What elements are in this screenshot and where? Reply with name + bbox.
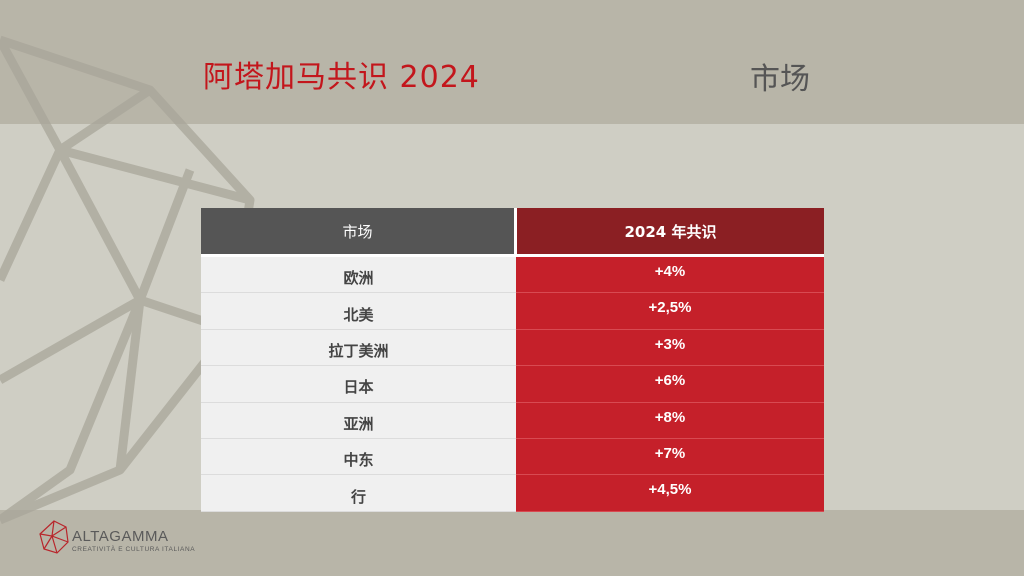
table-row: 欧洲 +4% bbox=[201, 257, 824, 294]
value-cell: +7% bbox=[516, 438, 824, 476]
value-cell: +6% bbox=[516, 366, 824, 403]
table-header: 市场 2024 年共识 bbox=[201, 208, 824, 254]
table-body: 欧洲 +4% 北美 +2,5% 拉丁美洲 +3% 日本 +6% 亚洲 +8% 中… bbox=[201, 257, 824, 512]
logo-wordmark: ALTAGAMMA bbox=[72, 528, 169, 545]
table-row: 中东 +7% bbox=[201, 438, 824, 476]
consensus-table: 市场 2024 年共识 欧洲 +4% 北美 +2,5% 拉丁美洲 +3% 日本 … bbox=[201, 208, 824, 512]
value-cell: +2,5% bbox=[516, 293, 824, 330]
polyhedron-logo-icon bbox=[39, 520, 69, 554]
market-cell: 行 bbox=[201, 475, 516, 512]
value-cell: +8% bbox=[516, 402, 824, 439]
header-band bbox=[0, 0, 1024, 124]
market-cell: 拉丁美洲 bbox=[201, 329, 516, 367]
header-consensus: 2024 年共识 bbox=[517, 208, 824, 254]
market-cell: 亚洲 bbox=[201, 402, 516, 439]
table-row: 日本 +6% bbox=[201, 366, 824, 403]
market-cell: 北美 bbox=[201, 293, 516, 330]
table-row: 行 +4,5% bbox=[201, 475, 824, 512]
market-cell: 欧洲 bbox=[201, 257, 516, 294]
header-market: 市场 bbox=[201, 208, 514, 254]
table-row: 拉丁美洲 +3% bbox=[201, 329, 824, 367]
value-cell: +4,5% bbox=[516, 475, 824, 512]
value-cell: +3% bbox=[516, 329, 824, 367]
logo-tagline: CREATIVITÀ E CULTURA ITALIANA bbox=[72, 546, 196, 553]
market-cell: 中东 bbox=[201, 438, 516, 476]
section-label: 市场 bbox=[750, 62, 810, 97]
value-cell: +4% bbox=[516, 257, 824, 294]
footer-band bbox=[0, 510, 1024, 576]
header-separator bbox=[201, 254, 824, 257]
table-row: 北美 +2,5% bbox=[201, 293, 824, 330]
market-cell: 日本 bbox=[201, 366, 516, 403]
slide-title: 阿塔加马共识 2024 bbox=[203, 60, 480, 95]
header-divider bbox=[514, 208, 517, 254]
table-row: 亚洲 +8% bbox=[201, 402, 824, 439]
